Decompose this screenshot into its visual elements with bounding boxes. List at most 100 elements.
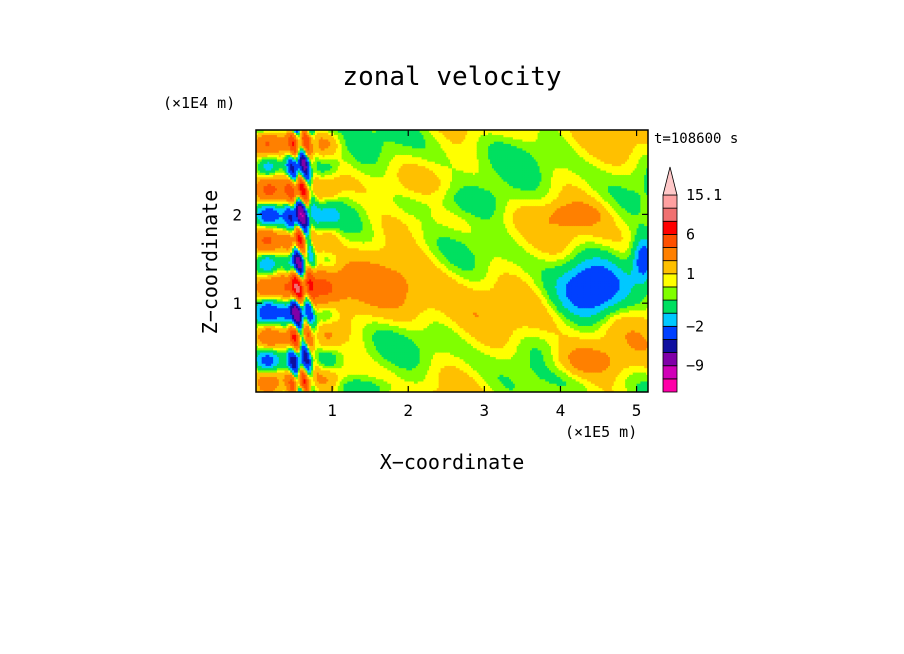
field-cell xyxy=(294,318,297,322)
field-cell xyxy=(261,292,265,295)
field-cell xyxy=(290,367,293,371)
field-cell xyxy=(303,176,307,180)
field-cell xyxy=(286,367,289,371)
field-cell xyxy=(305,176,308,180)
field-cell xyxy=(256,365,259,369)
field-cell xyxy=(267,163,270,167)
field-cell xyxy=(267,312,270,315)
field-cell xyxy=(259,280,263,284)
field-cell xyxy=(284,318,288,322)
field-cell xyxy=(263,241,267,244)
field-cell xyxy=(263,363,267,366)
field-cell xyxy=(271,196,274,200)
field-cell xyxy=(257,336,261,340)
field-cell xyxy=(273,312,276,315)
field-cell xyxy=(294,356,297,360)
field-cell xyxy=(290,187,293,191)
field-cell xyxy=(276,292,280,295)
field-cell xyxy=(303,238,307,242)
field-cell xyxy=(292,169,295,173)
field-cell xyxy=(288,141,291,144)
field-cell xyxy=(256,229,259,233)
field-cell xyxy=(278,183,282,187)
field-cell xyxy=(284,243,288,247)
field-cell xyxy=(263,212,267,215)
field-cell xyxy=(305,316,308,320)
field-cell xyxy=(278,234,282,238)
field-cell xyxy=(305,327,308,331)
field-cell xyxy=(278,196,282,200)
field-cell xyxy=(299,232,303,235)
field-cell xyxy=(303,365,307,369)
field-cell xyxy=(269,285,272,289)
field-cell xyxy=(297,185,301,189)
field-cell xyxy=(297,205,301,209)
field-cell xyxy=(303,285,307,289)
field-cell xyxy=(271,274,274,278)
field-cell xyxy=(294,369,297,373)
field-cell xyxy=(275,276,278,280)
field-cell xyxy=(275,167,278,171)
field-cell xyxy=(294,285,297,289)
field-cell xyxy=(295,265,299,269)
field-cell xyxy=(273,369,276,373)
field-cell xyxy=(299,172,303,176)
field-cell xyxy=(294,223,297,227)
field-cell xyxy=(290,241,293,244)
field-cell xyxy=(256,285,259,289)
field-cell xyxy=(259,269,263,273)
field-cell xyxy=(295,312,299,315)
field-cell xyxy=(278,345,282,349)
field-cell xyxy=(299,378,303,382)
field-cell xyxy=(275,387,278,391)
field-cell xyxy=(288,183,291,187)
field-cell xyxy=(303,147,307,151)
field-cell xyxy=(261,229,265,233)
field-cell xyxy=(286,340,289,344)
field-cell xyxy=(288,318,291,322)
field-cell xyxy=(286,267,289,271)
field-cell xyxy=(299,354,303,358)
field-cell xyxy=(295,145,299,149)
field-cell xyxy=(257,385,261,389)
field-cell xyxy=(280,325,284,329)
field-cell xyxy=(259,389,263,392)
field-cell xyxy=(301,376,305,380)
field-cell xyxy=(284,138,288,142)
field-cell xyxy=(278,360,282,364)
field-cell xyxy=(288,261,291,264)
field-cell xyxy=(259,340,263,344)
field-cell xyxy=(259,196,263,200)
field-cell xyxy=(299,340,303,344)
field-cell xyxy=(299,141,303,144)
field-cell xyxy=(303,196,307,200)
field-cell xyxy=(288,214,291,218)
field-cell xyxy=(257,181,261,184)
field-cell xyxy=(295,347,299,351)
field-cell xyxy=(282,327,286,331)
field-cell xyxy=(294,309,297,313)
field-cell xyxy=(271,247,274,251)
field-cell xyxy=(276,167,280,171)
field-cell xyxy=(297,385,301,389)
field-cell xyxy=(267,238,270,242)
field-cell xyxy=(290,365,293,369)
field-cell xyxy=(273,214,276,218)
field-cell xyxy=(280,252,284,255)
field-cell xyxy=(257,161,261,164)
field-cell xyxy=(295,252,299,255)
field-cell xyxy=(256,247,259,251)
field-cell xyxy=(305,367,308,371)
field-cell xyxy=(263,380,267,384)
field-cell xyxy=(269,349,272,353)
field-cell xyxy=(259,181,263,184)
field-cell xyxy=(280,365,284,369)
field-cell xyxy=(273,207,276,211)
field-cell xyxy=(299,229,303,233)
field-cell xyxy=(259,149,263,153)
field-cell xyxy=(301,300,305,304)
field-cell xyxy=(290,369,293,373)
field-cell xyxy=(263,245,267,249)
field-cell xyxy=(267,174,270,178)
field-cell xyxy=(305,198,308,202)
